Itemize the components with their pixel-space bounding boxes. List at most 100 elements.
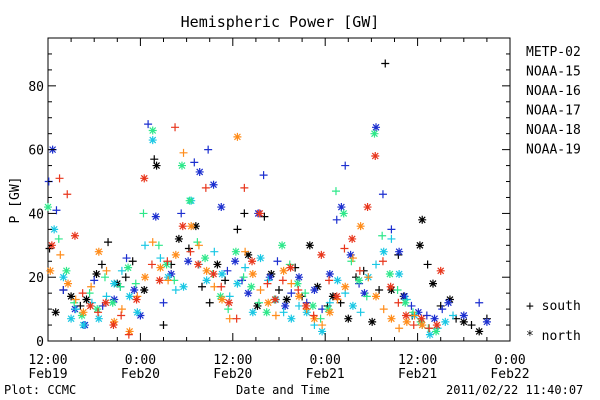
north-point: [79, 308, 88, 317]
south-point: [294, 285, 303, 294]
legend-entry: NOAA-18: [526, 123, 581, 138]
north-point: [310, 285, 319, 294]
north-point: [363, 203, 372, 212]
north-point: [256, 254, 265, 263]
north-point: [337, 203, 346, 212]
south-point: [59, 285, 68, 294]
y-tick-label: 0: [36, 335, 44, 350]
north-point: [124, 263, 133, 272]
south-point: [55, 174, 64, 183]
north-point: [202, 266, 211, 275]
south-point: [217, 282, 226, 291]
south-point: [378, 231, 387, 240]
north-point: [482, 317, 491, 326]
south-point: [387, 234, 396, 243]
plot-credit: Plot: CCMC: [4, 383, 76, 397]
x-tick-date: Feb22: [490, 367, 529, 382]
north-point: [262, 308, 271, 317]
north-point: [459, 317, 468, 326]
south-point: [144, 120, 153, 129]
north-point: [202, 276, 211, 285]
south-point: [205, 298, 214, 307]
north-point: [191, 222, 200, 231]
legend: METP-02 NOAA-15 NOAA-16 NOAA-17 NOAA-18 NOAA-…: [526, 45, 581, 344]
south-point: [147, 260, 156, 269]
north-point: [318, 327, 327, 336]
south-point: [85, 289, 94, 298]
north-point: [459, 311, 468, 320]
north-point: [67, 292, 76, 301]
south-point: [341, 161, 350, 170]
north-point: [174, 234, 183, 243]
north-point: [395, 270, 404, 279]
south-point: [273, 257, 282, 266]
marker-legend-north: * north: [526, 329, 581, 344]
north-point: [244, 289, 253, 298]
north-point: [317, 250, 326, 259]
south-point: [395, 324, 404, 333]
north-point: [341, 282, 350, 291]
south-point: [104, 238, 113, 247]
south-point: [224, 305, 233, 314]
south-point: [94, 308, 103, 317]
north-point: [325, 308, 334, 317]
north-point: [332, 292, 341, 301]
south-point: [467, 321, 476, 330]
south-point: [356, 308, 365, 317]
legend-entry: NOAA-17: [526, 104, 581, 119]
north-point: [425, 330, 434, 339]
north-point: [231, 257, 240, 266]
north-point: [264, 298, 273, 307]
north-point: [255, 209, 264, 218]
north-point: [278, 241, 287, 250]
north-point: [50, 225, 59, 234]
north-point: [141, 273, 150, 282]
north-point: [125, 327, 134, 336]
south-point: [102, 292, 111, 301]
north-point: [287, 314, 296, 323]
north-point: [248, 270, 257, 279]
south-point: [221, 276, 230, 285]
x-tick-label: 0:00: [125, 353, 156, 368]
series-noaa-17: [44, 126, 441, 336]
south-point: [179, 148, 188, 157]
north-point: [233, 132, 242, 141]
north-point: [110, 317, 119, 326]
south-point: [171, 285, 180, 294]
north-point: [355, 276, 364, 285]
south-point: [278, 276, 287, 285]
south-point: [340, 244, 349, 253]
south-point: [287, 279, 296, 288]
north-point: [224, 298, 233, 307]
north-point: [267, 270, 276, 279]
north-point: [371, 152, 380, 161]
south-point: [201, 183, 210, 192]
north-point: [418, 321, 427, 330]
north-point: [401, 298, 410, 307]
south-point: [309, 311, 318, 320]
south-point: [194, 241, 203, 250]
south-point: [475, 298, 484, 307]
north-point: [475, 327, 484, 336]
south-point: [378, 257, 387, 266]
north-point: [171, 250, 180, 259]
south-point: [163, 257, 172, 266]
x-tick-date: Feb19: [28, 367, 67, 382]
north-point: [155, 276, 164, 285]
north-point: [184, 257, 193, 266]
axes: 02040608012:00Feb190:00Feb2012:00Feb200:…: [28, 38, 530, 382]
north-point: [313, 282, 322, 291]
south-point: [275, 285, 283, 294]
south-point: [97, 260, 106, 269]
north-point: [310, 314, 319, 323]
north-point: [179, 282, 188, 291]
north-point: [430, 314, 439, 323]
north-point: [178, 222, 187, 231]
south-point: [177, 209, 186, 218]
south-point: [54, 234, 63, 243]
series-noaa-18: [46, 132, 427, 336]
north-point: [346, 250, 355, 259]
north-point: [162, 260, 171, 269]
north-point: [444, 298, 453, 307]
